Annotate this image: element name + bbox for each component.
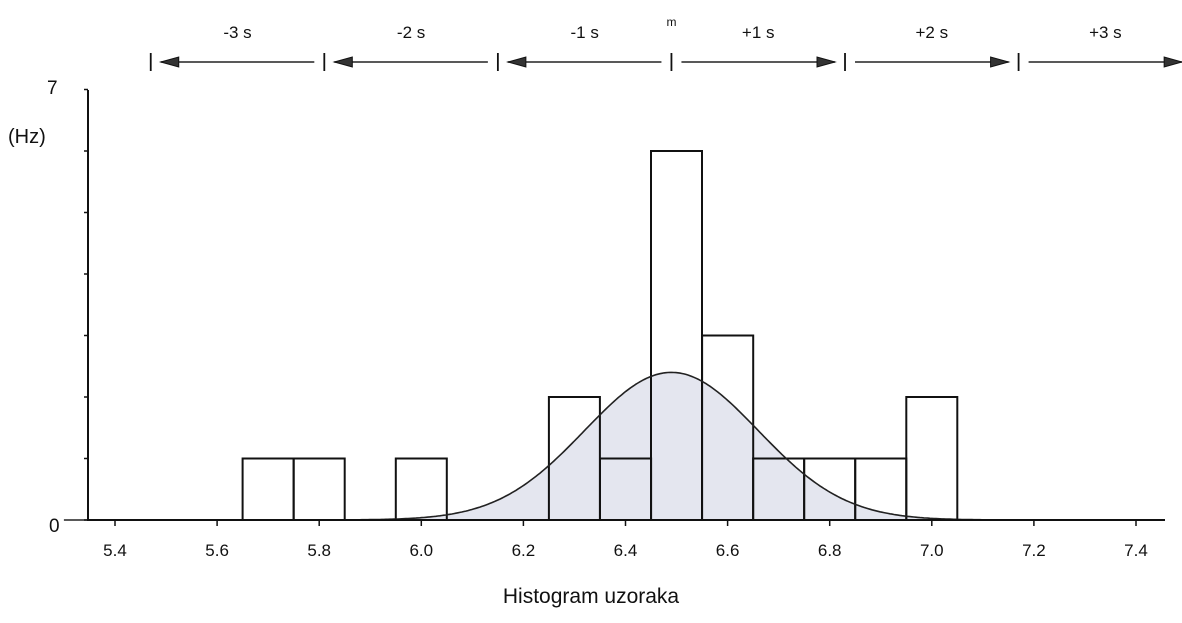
histogram-bars xyxy=(241,150,959,521)
sigma-arrow-head xyxy=(816,56,837,68)
mean-label: m xyxy=(666,15,676,29)
sigma-label: +3 s xyxy=(1089,23,1122,42)
histogram-bar xyxy=(394,457,448,521)
axes xyxy=(84,88,1165,521)
sigma-label: -1 s xyxy=(570,23,598,42)
sigma-label: -2 s xyxy=(397,23,425,42)
x-tick-label: 5.4 xyxy=(103,541,127,560)
sigma-arrow-head xyxy=(332,56,353,68)
x-tick-label: 6.0 xyxy=(409,541,433,560)
x-tick-label: 7.2 xyxy=(1022,541,1046,560)
sigma-label: +1 s xyxy=(742,23,775,42)
y-axis-title: (Hz) xyxy=(8,126,46,148)
sigma-label: -3 s xyxy=(223,23,251,42)
histogram-bar xyxy=(905,396,959,521)
sigma-arrow-head xyxy=(990,56,1011,68)
histogram-bar xyxy=(241,457,295,521)
normal-curve-shading xyxy=(63,372,1162,520)
x-tick-label: 6.4 xyxy=(614,541,638,560)
sigma-arrow-head xyxy=(1163,56,1182,68)
x-tick-label: 5.8 xyxy=(307,541,331,560)
sigma-arrow-head xyxy=(158,56,180,68)
histogram-bar xyxy=(292,457,346,521)
x-ticks: 5.4 5.6 5.8 6.0 6.2 6.4 6.6 6.8 7.0 7.2 7.4 xyxy=(103,520,1148,560)
x-tick-label: 5.6 xyxy=(205,541,229,560)
curve-area xyxy=(63,372,1162,520)
sigma-label: +2 s xyxy=(915,23,948,42)
x-tick-label: 6.2 xyxy=(512,541,536,560)
x-tick-label: 6.8 xyxy=(818,541,842,560)
y-axis-zero-label: 0 xyxy=(49,516,60,537)
x-tick-label: 7.4 xyxy=(1124,541,1148,560)
y-axis-top-label: 7 xyxy=(47,78,58,99)
x-tick-label: 6.6 xyxy=(716,541,740,560)
x-tick-label: 7.0 xyxy=(920,541,944,560)
sigma-arrow-head xyxy=(506,56,527,68)
x-axis-title: Histogram uzoraka xyxy=(502,585,680,608)
sigma-markers: -3 s -2 s -1 s +1 s +2 s +3 s m xyxy=(149,15,1182,71)
